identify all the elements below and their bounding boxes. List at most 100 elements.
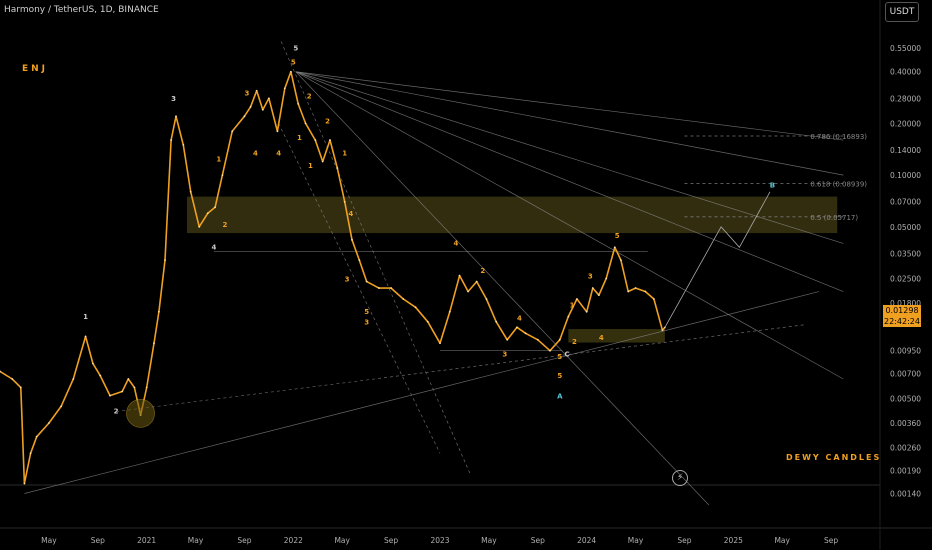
y-tick-label-6: 0.07000 (890, 198, 921, 207)
price-point-54 (448, 310, 451, 313)
y-tick-label-7: 0.05000 (890, 223, 921, 232)
wave-label-5: 1 (216, 156, 221, 164)
wave-label-28: 1 (570, 301, 575, 309)
price-point-2 (19, 386, 22, 389)
price-point-31 (249, 105, 252, 108)
x-tick-label-2: 2021 (137, 536, 156, 545)
price-point-40 (314, 139, 317, 141)
last-price-tag: 0.01298 22:42:24 (883, 305, 921, 327)
price-point-14 (127, 378, 130, 380)
price-point-33 (261, 108, 264, 111)
price-point-21 (170, 139, 173, 141)
wave-label-26: C (565, 350, 570, 358)
price-point-19 (157, 310, 160, 313)
watermark-left: ENJ (22, 64, 49, 74)
watermark-right: DEWY CANDLES (786, 453, 882, 462)
price-point-60 (506, 338, 509, 341)
wave-label-4: 5 (293, 45, 298, 53)
last-price-value: 0.01298 (885, 306, 919, 315)
x-tick-label-8: 2023 (430, 536, 449, 545)
wave-label-23: 4 (517, 315, 522, 323)
trendline-4 (295, 71, 710, 506)
price-point-50 (402, 298, 405, 300)
wave-label-27: A (557, 393, 563, 401)
x-tick-label-4: Sep (237, 536, 251, 545)
trendline-7 (295, 71, 844, 244)
price-point-74 (627, 290, 630, 293)
wave-label-2: 3 (171, 95, 176, 103)
wave2-highlight-circle (126, 398, 155, 428)
price-point-53 (439, 342, 441, 345)
price-point-73 (619, 259, 622, 262)
wave-label-22: 3 (502, 350, 507, 358)
x-tick-label-13: Sep (677, 536, 691, 545)
price-point-32 (255, 89, 258, 92)
fib-label-1: 0.618 (0.08939) (810, 180, 867, 188)
price-point-27 (214, 206, 217, 209)
price-point-57 (475, 280, 478, 283)
wave-label-0: 1 (83, 313, 88, 321)
price-point-17 (145, 386, 148, 389)
wave-label-15: 1 (342, 150, 347, 158)
y-tick-label-18: 0.00140 (890, 490, 921, 499)
price-point-29 (231, 130, 234, 133)
price-point-63 (536, 338, 539, 341)
price-point-56 (467, 290, 470, 293)
trendline-8 (295, 71, 844, 176)
wave-label-29: 2 (572, 338, 577, 346)
trendline-6 (295, 71, 844, 292)
price-point-77 (652, 298, 655, 300)
y-tick-label-2: 0.28000 (890, 94, 921, 103)
price-point-30 (243, 115, 246, 118)
wave-label-17: 3 (345, 276, 350, 284)
price-point-3 (23, 482, 26, 485)
y-tick-label-13: 0.00700 (890, 369, 921, 378)
price-point-7 (60, 405, 63, 408)
wave-label-7: 3 (244, 90, 249, 98)
projection-path (664, 191, 771, 328)
price-point-43 (336, 167, 339, 169)
wave-label-14: 2 (325, 117, 330, 125)
last-price-countdown: 22:42:24 (884, 317, 920, 326)
price-point-52 (426, 320, 429, 323)
wave-label-31: 4 (599, 334, 604, 342)
price-point-38 (297, 102, 300, 105)
y-tick-label-17: 0.00190 (890, 467, 921, 476)
currency-badge[interactable]: USDT (885, 2, 919, 22)
price-point-59 (495, 320, 498, 323)
x-tick-label-16: Sep (824, 536, 838, 545)
wave-label-6: 2 (222, 221, 227, 229)
price-point-28 (221, 174, 224, 177)
price-point-1 (11, 378, 14, 380)
price-point-25 (198, 225, 201, 228)
x-tick-label-9: May (481, 536, 497, 545)
y-tick-label-14: 0.00500 (890, 395, 921, 404)
price-point-10 (91, 362, 94, 365)
wave-label-13: 4 (276, 150, 281, 158)
price-point-75 (634, 287, 637, 289)
zone-rect-1 (568, 329, 665, 343)
price-point-22 (175, 115, 177, 118)
x-tick-label-0: May (41, 536, 57, 545)
wave-label-19: 3 (364, 318, 369, 326)
x-tick-label-6: May (334, 536, 350, 545)
price-point-37 (289, 70, 292, 73)
price-point-65 (558, 338, 561, 341)
wave-label-32: 5 (615, 232, 620, 240)
lightning-icon[interactable]: ⚡ (672, 470, 688, 486)
x-tick-label-10: Sep (531, 536, 545, 545)
trendline-0 (24, 291, 819, 494)
price-point-11 (99, 374, 102, 377)
y-tick-label-4: 0.14000 (890, 146, 921, 155)
price-point-39 (304, 122, 307, 125)
y-tick-label-0: 0.55000 (890, 44, 921, 53)
x-tick-label-14: 2025 (724, 536, 743, 545)
price-point-18 (153, 342, 155, 345)
price-point-64 (549, 349, 551, 352)
x-tick-label-12: May (628, 536, 644, 545)
price-point-44 (343, 200, 346, 203)
wave-label-18: 5 (364, 308, 369, 316)
y-tick-label-3: 0.20000 (890, 119, 921, 128)
y-tick-label-9: 0.02500 (890, 275, 921, 284)
